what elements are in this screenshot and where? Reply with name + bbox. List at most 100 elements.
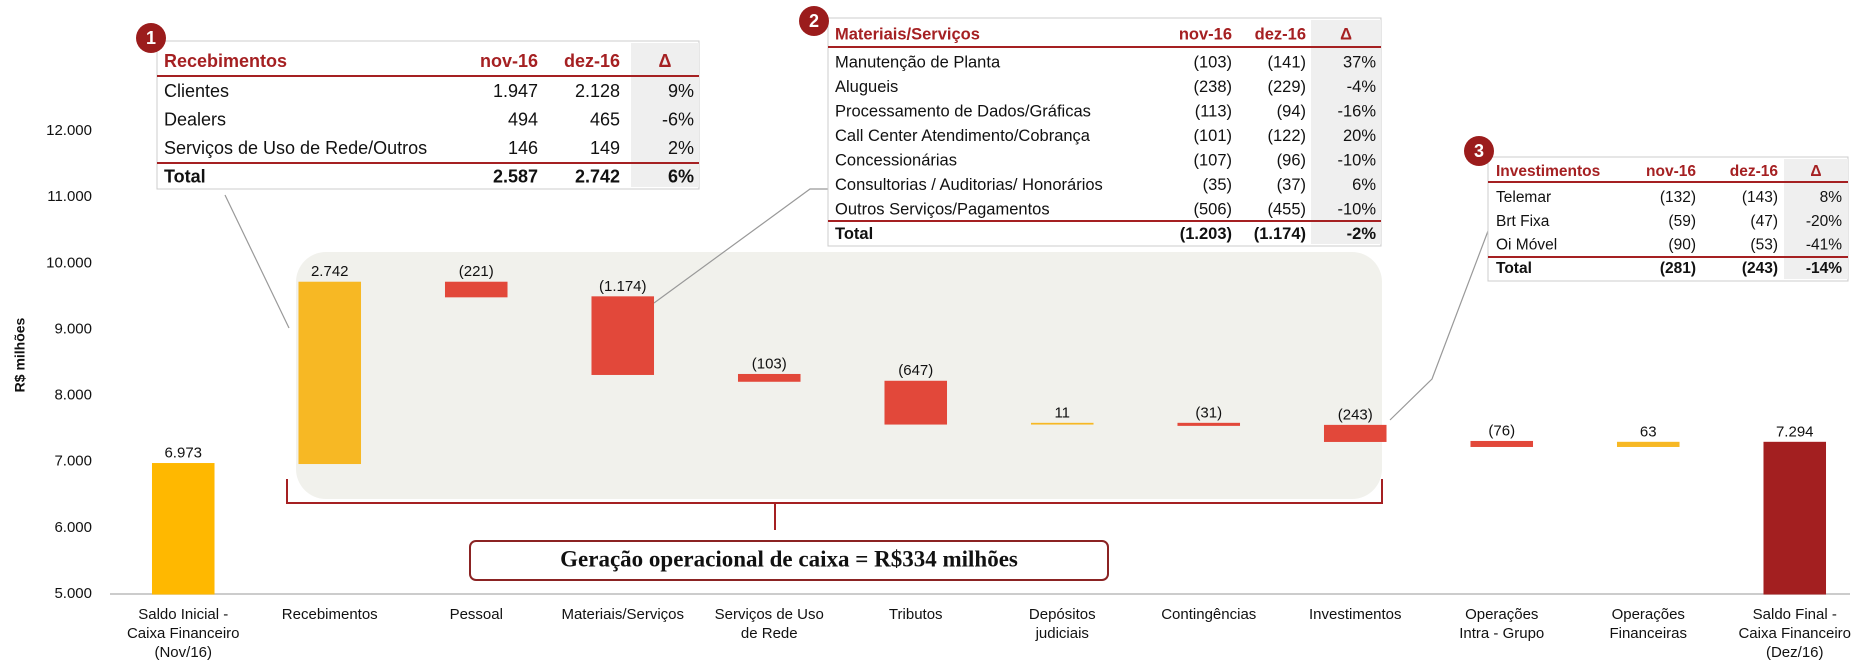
table-cell: 146 xyxy=(508,138,538,158)
table-header: dez-16 xyxy=(1730,163,1779,180)
table-header: Δ xyxy=(1810,163,1821,180)
x-tick-label-line: Contingências xyxy=(1161,606,1256,623)
table-header: Materiais/Serviços xyxy=(835,25,980,43)
x-tick-label-line: Operações xyxy=(1465,606,1538,623)
y-tick-label: 12.000 xyxy=(46,122,92,139)
bar xyxy=(444,281,508,298)
badge-number: 3 xyxy=(1474,141,1484,161)
value-label: 63 xyxy=(1640,423,1657,440)
bar xyxy=(591,296,655,375)
bar xyxy=(1616,441,1680,447)
table-cell: -10% xyxy=(1337,200,1376,218)
x-tick-label-line: (Nov/16) xyxy=(154,644,212,660)
y-tick-label: 10.000 xyxy=(46,254,92,271)
table-cell: (59) xyxy=(1668,213,1696,230)
table-cell: (53) xyxy=(1750,236,1778,253)
table-cell: Clientes xyxy=(164,81,229,101)
table-cell: 20% xyxy=(1343,127,1376,145)
x-tick-label: Operações Financeiras xyxy=(1609,606,1687,642)
badge xyxy=(799,6,829,36)
table-cell: (238) xyxy=(1193,78,1232,96)
x-tick-label-line: Depósitos xyxy=(1029,606,1096,623)
y-tick-label: 5.000 xyxy=(54,585,92,602)
x-tick-label: Materiais/Serviços xyxy=(561,606,684,623)
x-tick-label-line: Pessoal xyxy=(450,606,503,623)
table-header: nov-16 xyxy=(480,51,538,71)
x-tick-label-line: Caixa Financeiro xyxy=(1738,625,1851,642)
table-cell: Telemar xyxy=(1496,189,1551,206)
value-label: 6.973 xyxy=(164,445,202,462)
y-tick-label: 8.000 xyxy=(54,387,92,404)
table-cell: (47) xyxy=(1750,213,1778,230)
x-tick-label-line: Saldo Inicial - xyxy=(138,606,228,623)
delta-column xyxy=(1784,159,1848,279)
value-label: (31) xyxy=(1195,404,1222,421)
value-label: (647) xyxy=(898,362,933,379)
table-cell: -6% xyxy=(662,109,694,129)
table-cell: 2.128 xyxy=(575,81,620,101)
table-cell: (455) xyxy=(1267,200,1306,218)
table-cell: -2% xyxy=(1347,225,1377,243)
x-tick-label-line: judiciais xyxy=(1035,625,1089,642)
x-tick-label-line: de Rede xyxy=(741,625,798,642)
x-tick-label: Recebimentos xyxy=(282,606,378,623)
value-label: 11 xyxy=(1054,404,1070,421)
bar xyxy=(1177,422,1241,426)
y-tick-label: 6.000 xyxy=(54,519,92,536)
table-cell: (122) xyxy=(1267,127,1306,145)
x-tick-label-line: Intra - Grupo xyxy=(1459,625,1544,642)
x-tick-label: Saldo Inicial - Caixa Financeiro (Nov/16) xyxy=(127,606,240,660)
x-tick-label-line: Caixa Financeiro xyxy=(127,625,240,642)
table-cell: (506) xyxy=(1193,200,1232,218)
table-cell: 37% xyxy=(1343,53,1376,71)
x-tick-label-line: Financeiras xyxy=(1609,625,1687,642)
table-cell: (141) xyxy=(1267,53,1306,71)
x-tick-label: Tributos xyxy=(889,606,943,623)
table-header: nov-16 xyxy=(1646,163,1696,180)
bracket xyxy=(286,479,1383,530)
table-cell: (143) xyxy=(1742,189,1778,206)
x-tick-label: Operações Intra - Grupo xyxy=(1459,606,1544,642)
delta-column xyxy=(1311,20,1381,244)
x-tick-label-line: Materiais/Serviços xyxy=(561,606,684,623)
table-cell: 2.587 xyxy=(493,166,538,186)
table-cell: Serviços de Uso de Rede/Outros xyxy=(164,138,427,158)
table-background xyxy=(156,40,700,190)
table-cell: Call Center Atendimento/Cobrança xyxy=(835,127,1091,145)
leader-line xyxy=(224,194,290,329)
table-cell: (94) xyxy=(1277,102,1306,120)
bar xyxy=(1763,441,1827,595)
x-tick-label-line: Saldo Final - xyxy=(1753,606,1837,623)
table-cell: 9% xyxy=(668,81,694,101)
table-cell: Brt Fixa xyxy=(1496,213,1550,230)
value-label: 7.294 xyxy=(1776,423,1814,440)
table-header: nov-16 xyxy=(1179,25,1232,43)
table-cell: Processamento de Dados/Gráficas xyxy=(835,102,1091,120)
table-header: Investimentos xyxy=(1496,163,1600,180)
table-cell: Total xyxy=(164,166,206,186)
table-cell: (37) xyxy=(1277,176,1306,194)
value-label: 2.742 xyxy=(311,263,349,280)
x-tick-label-line: Investimentos xyxy=(1309,606,1402,623)
table-cell: Total xyxy=(835,225,873,243)
table-cell: (229) xyxy=(1267,78,1306,96)
value-label: (1.174) xyxy=(599,278,647,295)
x-tick-label-line: Operações xyxy=(1612,606,1685,623)
value-label: (76) xyxy=(1488,422,1515,439)
table-cell: Total xyxy=(1496,260,1532,277)
table-cell: Concessionárias xyxy=(835,151,957,169)
table-cell: 494 xyxy=(508,109,538,129)
x-tick-label: Investimentos xyxy=(1309,606,1402,623)
badge xyxy=(136,23,166,53)
bar xyxy=(737,373,801,382)
table-cell: Alugueis xyxy=(835,78,898,96)
table-cell: Oi Móvel xyxy=(1496,236,1557,253)
table-cell: -10% xyxy=(1337,151,1376,169)
table-cell: (96) xyxy=(1277,151,1306,169)
annotation: Geração operacional de caixa = R$334 mil… xyxy=(560,546,1018,571)
table-cell: Consultorias / Auditorias/ Honorários xyxy=(835,176,1103,194)
annotation-box xyxy=(469,540,1109,581)
table-cell: 1.947 xyxy=(493,81,538,101)
bar xyxy=(884,380,948,425)
